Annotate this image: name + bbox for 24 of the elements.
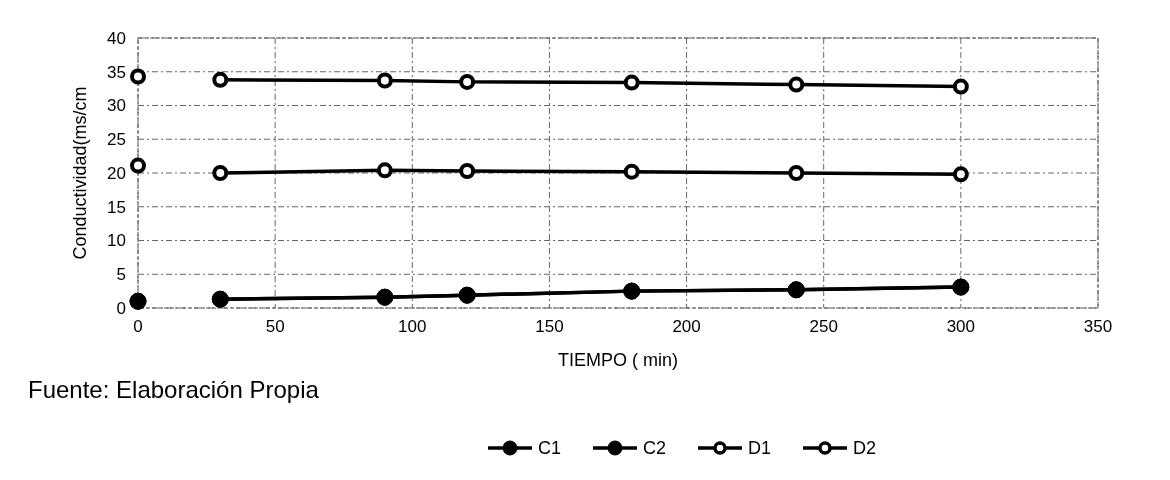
legend-label: D2 bbox=[853, 438, 877, 459]
x-tick-label: 0 bbox=[133, 317, 143, 336]
y-axis-title: Conductividad(ms/cm bbox=[70, 86, 90, 260]
legend-label: C2 bbox=[643, 438, 667, 459]
y-tick-label: 25 bbox=[107, 130, 126, 150]
legend-label: D1 bbox=[748, 438, 772, 459]
y-tick-label: 10 bbox=[107, 231, 126, 251]
y-tick-label: 30 bbox=[107, 96, 126, 116]
y-tick-label: 0 bbox=[116, 298, 126, 318]
x-tick-label: 200 bbox=[672, 317, 701, 336]
x-tick-label: 100 bbox=[398, 317, 427, 336]
x-tick-label: 300 bbox=[946, 317, 976, 336]
x-tick-label: 350 bbox=[1083, 317, 1113, 336]
source-note: Fuente: Elaboración Propia bbox=[28, 376, 320, 403]
y-tick-label: 40 bbox=[107, 28, 126, 48]
y-tick-label: 20 bbox=[107, 163, 126, 183]
x-tick-label: 150 bbox=[535, 317, 564, 336]
y-tick-label: 5 bbox=[116, 265, 126, 285]
y-tick-label: 35 bbox=[107, 62, 126, 82]
legend-label: C1 bbox=[538, 438, 562, 459]
x-tick-label: 50 bbox=[265, 317, 285, 336]
x-axis-title: TIEMPO ( min) bbox=[558, 350, 678, 370]
x-tick-label: 250 bbox=[809, 317, 838, 336]
y-tick-label: 15 bbox=[107, 197, 126, 217]
